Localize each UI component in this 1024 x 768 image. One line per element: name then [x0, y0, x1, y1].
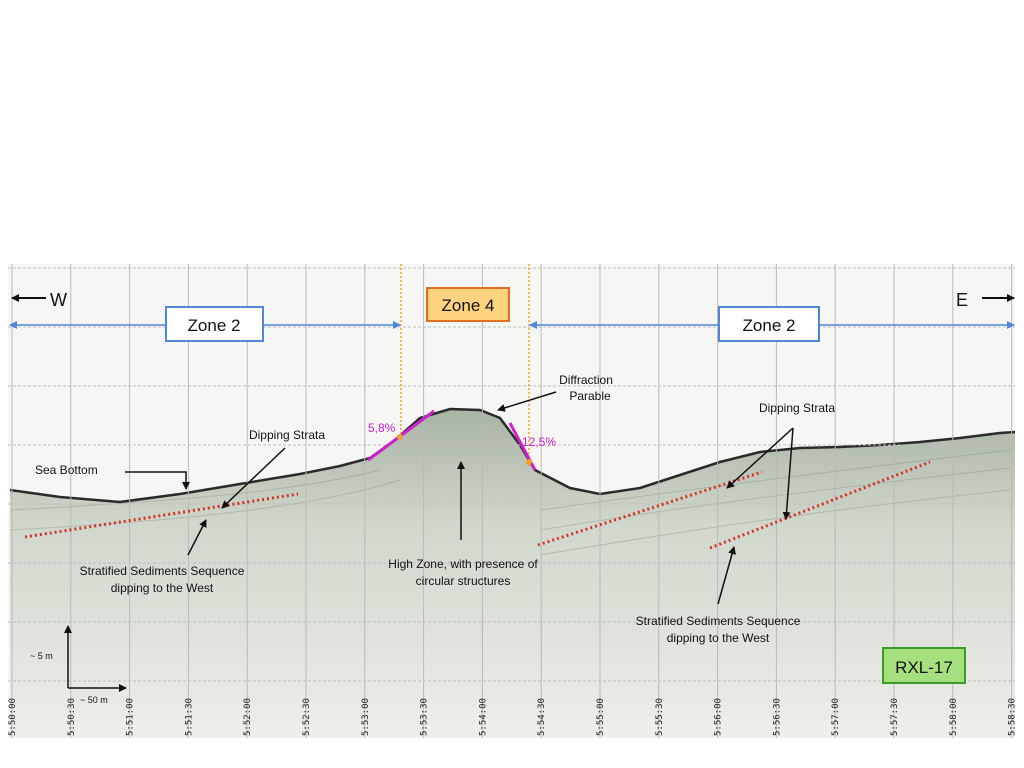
time-tick-label: 5:56:30	[772, 698, 782, 736]
vertical-scale-label: ~ 5 m	[30, 651, 53, 661]
time-tick-label: 5:50:00	[8, 698, 18, 736]
profile-id-box	[882, 647, 966, 684]
stratified-west-line2: dipping to the West	[111, 581, 214, 595]
time-tick-label: 5:53:00	[361, 698, 371, 736]
stratified-east-arrow	[717, 546, 736, 605]
diffraction-label-line2: Parable	[569, 389, 611, 403]
east-slope-value: 12,5%	[522, 435, 556, 449]
time-tick-label: 5:52:00	[243, 698, 253, 736]
strata-lines	[24, 460, 931, 550]
east-label: E	[956, 290, 968, 310]
time-tick-label: 5:53:30	[420, 698, 430, 736]
strata-line-west	[24, 492, 299, 539]
high-zone-line2: circular structures	[416, 574, 511, 588]
profile-id-label: RXL-17	[895, 658, 953, 677]
zone-2-west-box	[165, 306, 264, 342]
dipping-strata-west-label: Dipping Strata	[249, 428, 325, 442]
sea-bottom-label: Sea Bottom	[35, 463, 98, 477]
stratified-west-line1: Stratified Sediments Sequence	[80, 564, 245, 578]
diffraction-arrow	[497, 391, 557, 412]
high-zone-line1: High Zone, with presence of	[388, 557, 538, 571]
sea-bottom-arrow	[125, 471, 190, 490]
zone-2-west-label: Zone 2	[188, 316, 241, 335]
time-tick-label: 5:57:30	[890, 698, 900, 736]
west-label: W	[50, 290, 67, 310]
west-slope-value: 5,8%	[368, 421, 396, 435]
time-tick-label: 5:58:00	[949, 698, 959, 736]
stratified-east-line2: dipping to the West	[667, 631, 770, 645]
time-tick-label: 5:55:30	[655, 698, 665, 736]
zone-2-east-box	[718, 306, 820, 342]
time-tick-label: 5:56:00	[714, 698, 724, 736]
time-tick-label: 5:54:30	[537, 698, 547, 736]
dipping-strata-east-arrow-1	[726, 427, 794, 489]
time-tick-label: 5:58:30	[1008, 698, 1018, 736]
horizontal-scale-label: ~ 50 m	[80, 695, 108, 705]
east-slope-marker	[526, 459, 532, 465]
zone-4-label: Zone 4	[442, 296, 495, 315]
time-axis: 5:50:00 5:50:30 5:51:00 5:51:30 5:52:00 5:52:…	[8, 698, 1018, 736]
time-tick-label: 5:57:00	[831, 698, 841, 736]
time-tick-label: 5:52:30	[302, 698, 312, 736]
time-tick-label: 5:50:30	[67, 698, 77, 736]
diffraction-label-line1: Diffraction	[559, 373, 613, 387]
time-tick-label: 5:55:00	[596, 698, 606, 736]
sediment-body	[10, 409, 1015, 738]
strata-line-east-upper	[537, 470, 763, 547]
zone-4-box	[426, 287, 510, 322]
west-slope-marker	[397, 434, 403, 440]
strata-line-east-lower	[709, 460, 931, 550]
time-tick-label: 5:51:00	[126, 698, 136, 736]
dipping-strata-east-label: Dipping Strata	[759, 401, 835, 415]
time-tick-label: 5:51:30	[184, 698, 194, 736]
time-tick-label: 5:54:00	[478, 698, 488, 736]
stratified-east-line1: Stratified Sediments Sequence	[636, 614, 801, 628]
dipping-strata-west-arrow	[221, 447, 286, 509]
dipping-strata-east-arrow-2	[782, 427, 794, 520]
zone-2-east-label: Zone 2	[743, 316, 796, 335]
stratified-west-arrow	[187, 519, 207, 556]
